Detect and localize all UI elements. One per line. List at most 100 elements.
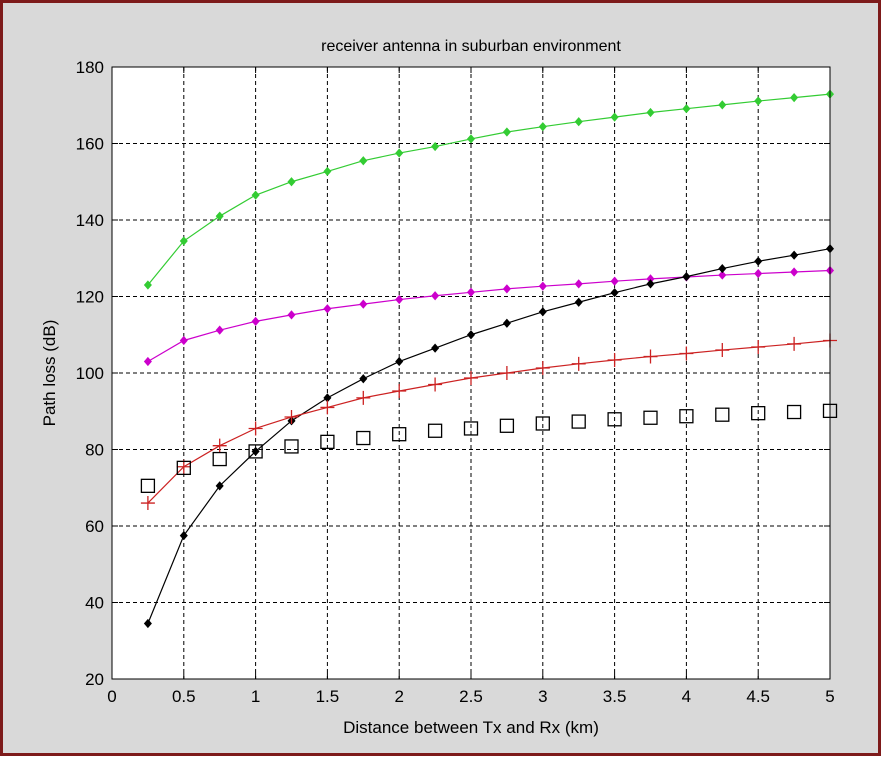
data-point xyxy=(466,134,476,144)
data-point xyxy=(287,310,296,320)
data-point xyxy=(140,496,155,511)
data-point xyxy=(251,190,260,200)
data-point xyxy=(466,330,476,340)
data-point xyxy=(431,141,440,152)
x-axis-label: Distance between Tx and Rx (km) xyxy=(343,718,599,737)
y-tick-label: 180 xyxy=(76,58,104,77)
x-tick-label: 2 xyxy=(394,687,403,706)
data-point xyxy=(574,297,583,307)
data-point xyxy=(574,279,583,289)
y-tick-label: 160 xyxy=(76,135,104,154)
series-2 xyxy=(143,265,835,367)
data-point xyxy=(535,416,550,431)
data-point xyxy=(607,352,622,367)
data-point xyxy=(176,459,191,474)
y-tick-label: 120 xyxy=(76,288,104,307)
data-point xyxy=(431,343,440,353)
data-point xyxy=(212,438,227,453)
data-point xyxy=(786,404,802,420)
data-point xyxy=(215,325,224,335)
data-point xyxy=(179,335,188,346)
series-4 xyxy=(140,333,837,511)
series-line xyxy=(147,93,831,286)
data-point xyxy=(284,409,299,424)
data-point xyxy=(431,291,440,301)
data-point xyxy=(715,343,730,358)
path-loss-chart: 0 0.5 1 1.5 2 2.5 3 3.5 4 4.5 5 20 40 60 80 100 120 140 1… xyxy=(40,38,838,737)
data-point xyxy=(499,366,514,380)
x-tick-label: 3 xyxy=(538,687,547,706)
x-tick-label: 3.5 xyxy=(603,687,627,706)
data-point xyxy=(179,530,188,541)
series-line xyxy=(147,269,831,363)
x-tick-label: 4.5 xyxy=(746,687,770,706)
data-point xyxy=(215,211,224,221)
data-point xyxy=(464,370,478,385)
x-tick-label: 1.5 xyxy=(316,687,340,706)
data-point xyxy=(143,280,152,290)
data-point xyxy=(535,361,550,376)
data-point xyxy=(610,276,619,286)
data-point xyxy=(502,127,511,137)
data-point xyxy=(179,236,188,246)
data-point xyxy=(718,263,727,274)
y-tick-label: 40 xyxy=(85,594,104,613)
data-point xyxy=(607,412,622,427)
data-point xyxy=(679,409,694,424)
data-point xyxy=(356,430,371,446)
data-point xyxy=(643,349,658,364)
data-point xyxy=(538,307,547,317)
x-tick-labels: 0 0.5 1 1.5 2 2.5 3 3.5 4 4.5 5 xyxy=(107,687,834,706)
data-point xyxy=(287,177,296,187)
data-point xyxy=(751,339,766,354)
data-point xyxy=(790,92,799,103)
x-tick-label: 0 xyxy=(107,687,116,706)
x-tick-label: 1 xyxy=(251,687,260,706)
data-point xyxy=(323,304,332,314)
data-point xyxy=(248,421,263,436)
data-point xyxy=(643,410,658,425)
data-point xyxy=(212,451,227,467)
data-point xyxy=(320,434,335,450)
data-point xyxy=(320,400,335,415)
data-point xyxy=(251,316,260,326)
tick-marks xyxy=(111,66,831,680)
data-point xyxy=(284,439,299,454)
series-layer xyxy=(140,89,838,629)
data-point xyxy=(395,356,404,367)
data-point xyxy=(682,272,691,282)
data-point xyxy=(502,318,511,328)
data-point xyxy=(715,407,730,422)
data-point xyxy=(754,268,763,279)
data-point xyxy=(682,104,691,114)
data-point xyxy=(395,148,404,158)
data-point xyxy=(499,418,515,433)
data-point xyxy=(787,336,802,351)
data-point xyxy=(248,444,263,459)
data-point xyxy=(359,299,368,309)
data-point xyxy=(143,356,152,367)
data-point xyxy=(502,284,511,294)
y-tick-label: 60 xyxy=(85,517,104,536)
data-point xyxy=(571,414,586,429)
data-point xyxy=(646,279,655,289)
x-tick-label: 0.5 xyxy=(172,687,196,706)
series-1 xyxy=(143,89,835,290)
data-point xyxy=(395,294,404,305)
data-point xyxy=(463,421,479,436)
data-point xyxy=(428,377,443,392)
data-point xyxy=(392,427,407,442)
data-point xyxy=(323,166,332,177)
data-point xyxy=(538,281,547,291)
data-point xyxy=(176,460,191,476)
data-point xyxy=(143,618,152,629)
data-point xyxy=(610,112,619,122)
data-point xyxy=(359,374,368,384)
data-point xyxy=(466,287,476,297)
data-point xyxy=(359,156,368,166)
x-tick-label: 4 xyxy=(682,687,691,706)
data-point xyxy=(646,107,655,118)
data-point xyxy=(392,383,407,398)
y-tick-label: 20 xyxy=(85,670,104,689)
